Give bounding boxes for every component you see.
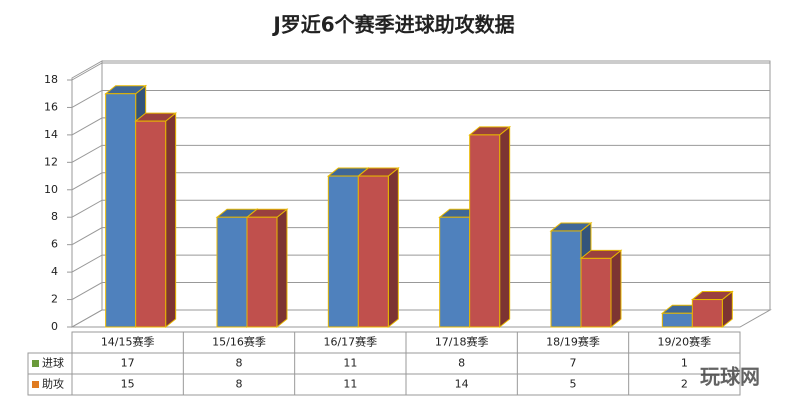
y-tick-label: 8 <box>51 210 58 223</box>
bar-side <box>610 249 622 329</box>
legend-swatch <box>32 360 39 367</box>
x-tick-label: 15/16赛季 <box>212 335 266 349</box>
bar <box>469 134 501 328</box>
legend-label: 助攻 <box>42 377 64 391</box>
grid-line <box>71 199 770 218</box>
x-tick-label: 17/18赛季 <box>435 335 489 349</box>
bar-side <box>165 112 177 329</box>
legend-swatch <box>32 381 39 388</box>
bar <box>135 120 167 328</box>
bar <box>661 312 693 328</box>
y-tick-label: 14 <box>44 128 58 141</box>
table-value: 1 <box>681 357 688 370</box>
table-value: 15 <box>121 378 135 391</box>
grid-line <box>71 144 770 163</box>
grid-line <box>71 282 770 300</box>
table-value: 8 <box>236 378 243 391</box>
back-wall <box>101 60 771 311</box>
bar <box>327 175 359 328</box>
side-wall <box>71 60 103 328</box>
table-value: 2 <box>681 378 688 391</box>
x-tick-label: 14/15赛季 <box>101 335 155 349</box>
bar-side <box>276 208 288 329</box>
bar <box>439 216 471 328</box>
bar <box>691 299 723 328</box>
grid-line <box>71 89 770 108</box>
bar <box>246 216 278 328</box>
grid-line <box>71 62 770 81</box>
bar <box>216 216 248 328</box>
bar <box>357 175 389 328</box>
bar-side <box>387 167 399 329</box>
table-value: 7 <box>570 357 577 370</box>
grid-line <box>71 309 770 328</box>
grid-line <box>71 172 770 191</box>
table-value: 17 <box>121 357 135 370</box>
y-tick-label: 10 <box>44 183 58 196</box>
bar <box>105 93 137 328</box>
y-tick-label: 18 <box>44 73 58 86</box>
y-tick-label: 4 <box>51 265 58 278</box>
y-tick-label: 16 <box>44 100 58 113</box>
grid-line <box>71 254 770 273</box>
table-value: 14 <box>455 378 469 391</box>
watermark: 玩球网 <box>700 365 760 389</box>
y-tick-label: 0 <box>51 320 58 333</box>
legend-label: 进球 <box>42 356 64 370</box>
y-tick-label: 12 <box>44 155 58 168</box>
bar-side <box>499 125 511 329</box>
chart-title: J罗近6个赛季进球助攻数据 <box>271 13 514 37</box>
table-value: 11 <box>343 357 357 370</box>
table-value: 5 <box>570 378 577 391</box>
x-tick-label: 18/19赛季 <box>546 335 600 349</box>
y-tick-label: 6 <box>51 238 58 251</box>
x-tick-label: 19/20赛季 <box>657 335 711 349</box>
table-value: 8 <box>458 357 465 370</box>
grid-line <box>71 117 770 136</box>
x-tick-label: 16/17赛季 <box>323 335 377 349</box>
y-tick-label: 2 <box>51 293 58 306</box>
table-value: 11 <box>343 378 357 391</box>
bar <box>550 230 582 328</box>
bar <box>580 257 612 328</box>
grid-line <box>71 227 770 246</box>
table-value: 8 <box>236 357 243 370</box>
